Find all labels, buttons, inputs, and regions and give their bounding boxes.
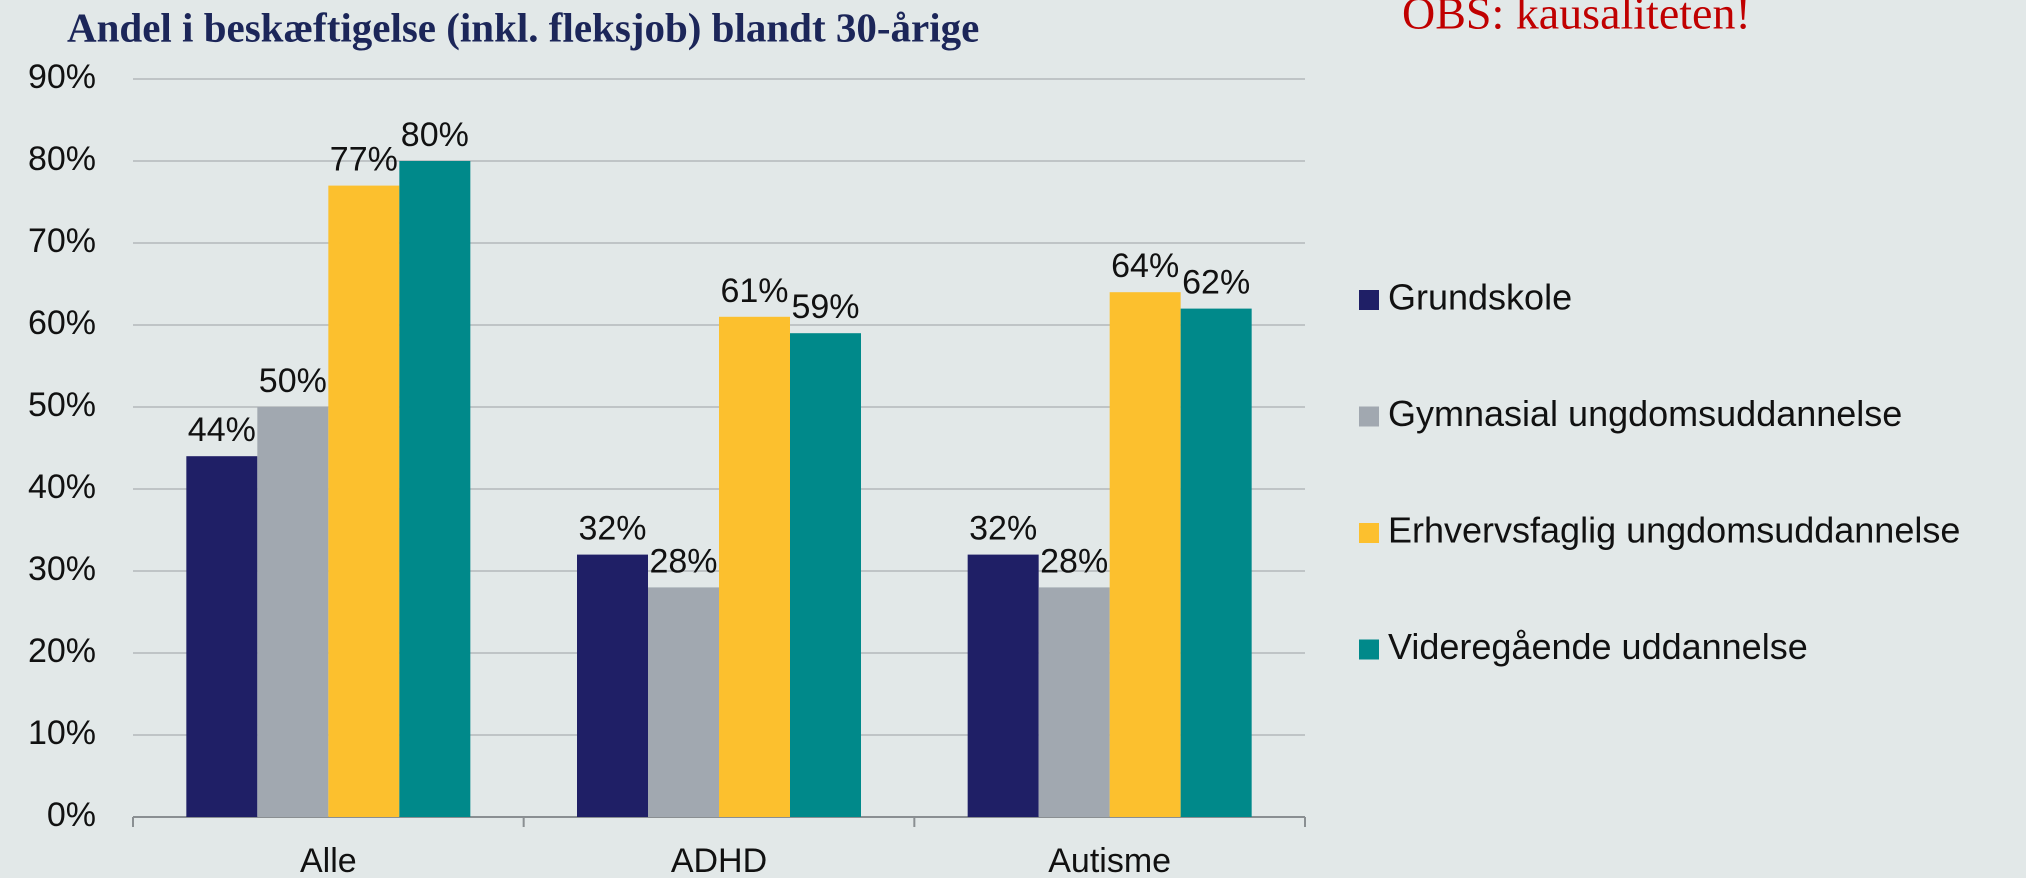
bar: [257, 407, 329, 817]
y-tick-label: 20%: [28, 632, 96, 670]
value-label: 77%: [330, 141, 398, 179]
y-tick-label: 10%: [28, 714, 96, 752]
y-tick-label: 70%: [28, 222, 96, 260]
bar: [719, 316, 790, 817]
value-label: 62%: [1182, 264, 1250, 302]
value-label: 80%: [401, 116, 469, 154]
y-tick-label: 30%: [28, 550, 96, 588]
bar: [328, 185, 400, 818]
y-tick-label: 50%: [28, 386, 96, 424]
legend-label: Erhvervsfaglig ungdomsuddannelse: [1388, 510, 1960, 551]
bar: [1038, 587, 1110, 817]
value-label: 44%: [188, 411, 256, 449]
value-label: 61%: [720, 272, 788, 310]
legend-swatch: [1359, 639, 1379, 660]
bar: [790, 333, 861, 817]
value-label: 28%: [649, 542, 717, 580]
y-tick-label: 40%: [28, 468, 96, 506]
bar: [1180, 308, 1252, 817]
legend-swatch: [1359, 406, 1379, 427]
value-label: 28%: [1040, 542, 1108, 580]
bar: [648, 587, 719, 817]
legend-swatch: [1359, 523, 1379, 543]
legend-swatch: [1359, 290, 1379, 310]
legend-label: Videregående uddannelse: [1388, 626, 1808, 667]
value-label: 50%: [259, 362, 327, 400]
chart-title: Andel i beskæftigelse (inkl. fleksjob) b…: [67, 4, 979, 50]
x-tick-label: ADHD: [671, 842, 767, 878]
x-tick-label: Autisme: [1048, 842, 1171, 878]
value-label: 32%: [578, 510, 646, 548]
y-tick-label: 90%: [28, 58, 96, 96]
y-tick-label: 80%: [28, 140, 96, 178]
bar: [399, 161, 471, 817]
bar: [577, 554, 648, 817]
legend-label: Gymnasial ungdomsuddannelse: [1388, 393, 1902, 434]
annotation: OBS: kausaliteten!: [1402, 0, 1751, 39]
value-label: 64%: [1111, 247, 1179, 285]
x-tick-label: Alle: [300, 842, 357, 878]
bar: [1109, 292, 1181, 817]
y-tick-label: 60%: [28, 304, 96, 342]
value-label: 59%: [791, 288, 859, 326]
bar: [967, 554, 1039, 817]
value-label: 32%: [969, 510, 1037, 548]
bar: [186, 456, 258, 817]
y-tick-label: 0%: [47, 796, 96, 834]
legend-label: Grundskole: [1388, 277, 1572, 318]
